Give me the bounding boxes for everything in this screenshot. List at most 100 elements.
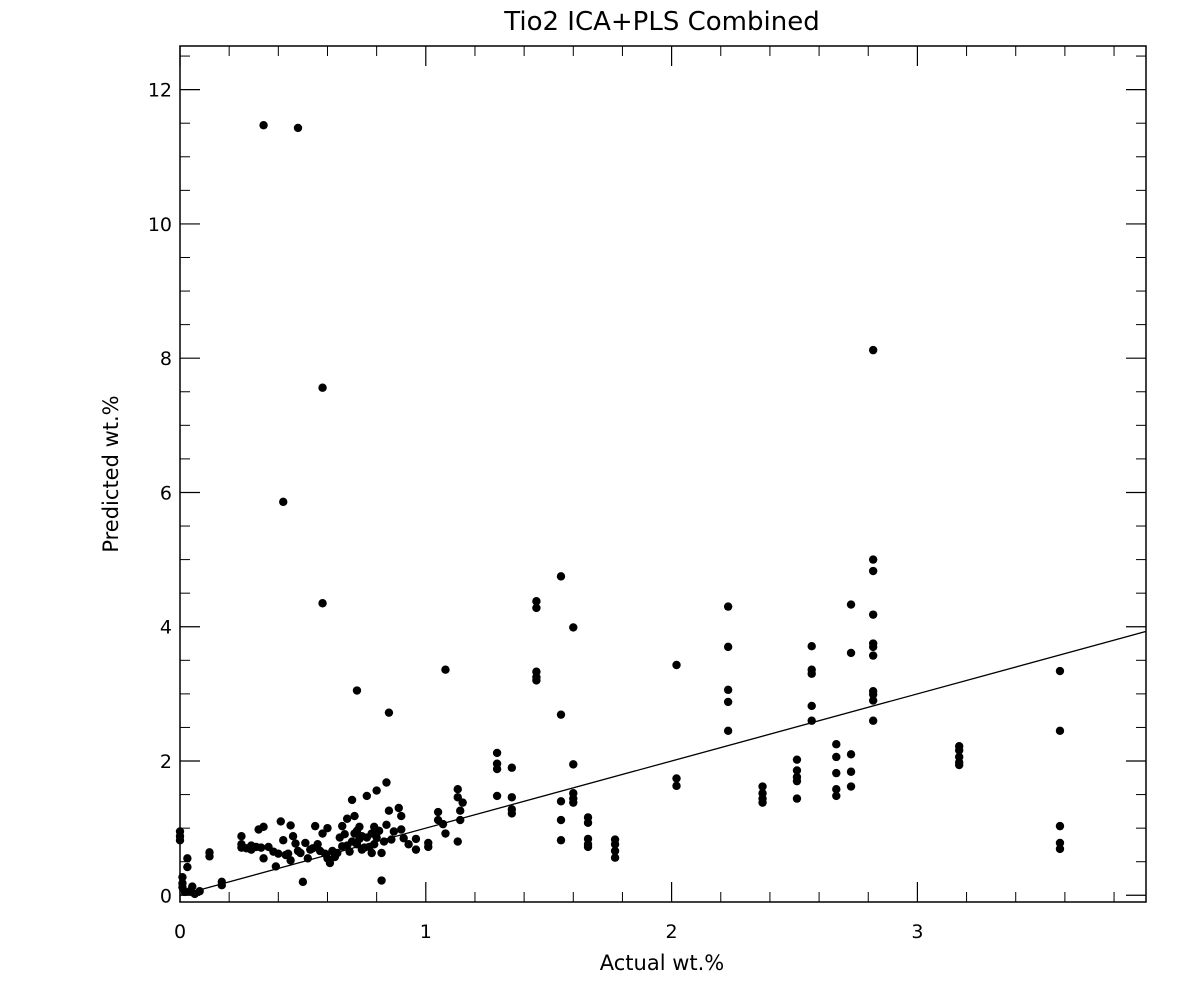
data-point xyxy=(846,600,856,609)
data-point xyxy=(441,829,450,838)
y-tick-label: 4 xyxy=(160,617,172,639)
data-point xyxy=(397,811,406,821)
data-point xyxy=(583,842,593,852)
data-point xyxy=(382,820,391,829)
data-point xyxy=(792,755,802,764)
data-point xyxy=(569,798,578,807)
data-point xyxy=(325,858,335,868)
data-point xyxy=(411,845,421,854)
data-point xyxy=(301,838,310,848)
chart-title: Tio2 ICA+PLS Combined xyxy=(503,7,819,37)
data-point xyxy=(183,862,192,872)
data-point xyxy=(259,121,268,130)
data-point xyxy=(507,763,517,772)
data-point xyxy=(384,708,394,717)
data-point xyxy=(610,846,620,856)
data-point xyxy=(492,791,502,801)
y-tick-label: 8 xyxy=(160,348,172,370)
data-point xyxy=(832,740,841,749)
data-point xyxy=(453,785,462,794)
data-point xyxy=(340,829,349,839)
data-point xyxy=(672,660,681,670)
data-point xyxy=(374,826,384,836)
x-tick-label: 0 xyxy=(174,921,186,943)
data-point xyxy=(556,797,566,806)
x-tick-label: 3 xyxy=(911,921,923,943)
data-point xyxy=(377,848,386,858)
data-point xyxy=(411,834,421,844)
data-point xyxy=(342,814,352,823)
data-point xyxy=(556,836,566,845)
data-point xyxy=(868,566,878,576)
x-tick-label: 2 xyxy=(666,921,678,943)
y-tick-label: 2 xyxy=(160,751,172,773)
data-point xyxy=(556,572,566,581)
data-point xyxy=(569,760,578,769)
data-point xyxy=(868,651,878,660)
data-point xyxy=(1055,838,1065,848)
data-point xyxy=(807,669,816,678)
data-point xyxy=(389,827,399,836)
data-point xyxy=(379,837,389,846)
data-point xyxy=(296,848,305,858)
data-point xyxy=(217,881,226,890)
data-point xyxy=(556,815,566,825)
data-point xyxy=(333,848,342,858)
y-tick-label: 6 xyxy=(160,482,172,504)
data-point xyxy=(832,785,841,794)
data-point xyxy=(256,843,266,852)
data-point xyxy=(846,750,856,759)
data-point xyxy=(846,648,856,658)
data-point xyxy=(1055,844,1065,854)
data-point xyxy=(279,497,288,507)
data-point xyxy=(1055,821,1065,831)
data-point xyxy=(807,701,816,711)
data-point xyxy=(259,854,268,863)
data-point xyxy=(954,760,964,770)
data-point xyxy=(318,599,327,608)
data-point xyxy=(532,676,541,685)
data-point xyxy=(453,837,462,846)
data-point xyxy=(355,822,364,832)
data-point xyxy=(293,123,303,133)
data-point xyxy=(507,809,517,818)
data-point xyxy=(610,840,620,849)
data-point xyxy=(846,767,856,776)
data-point xyxy=(610,853,620,862)
data-point xyxy=(372,786,381,795)
data-point xyxy=(868,345,878,355)
data-point xyxy=(456,806,465,815)
data-point xyxy=(313,840,322,849)
data-point xyxy=(384,806,394,815)
data-point xyxy=(954,746,964,755)
data-point xyxy=(672,774,681,783)
data-point xyxy=(453,793,462,802)
data-point xyxy=(283,849,293,858)
data-point xyxy=(441,665,450,674)
data-point xyxy=(338,821,347,831)
data-point xyxy=(205,852,214,861)
data-point xyxy=(397,825,406,834)
data-points-layer xyxy=(175,121,1065,899)
data-point xyxy=(347,795,357,805)
data-point xyxy=(868,716,878,725)
data-point xyxy=(792,776,802,786)
data-point xyxy=(310,821,320,831)
data-point xyxy=(868,610,878,619)
data-point xyxy=(350,811,359,821)
data-point xyxy=(456,815,465,825)
data-point xyxy=(259,822,268,832)
data-point xyxy=(372,833,381,842)
data-point xyxy=(286,856,295,865)
data-point xyxy=(723,685,733,695)
data-point xyxy=(868,555,878,564)
data-point xyxy=(832,791,841,801)
data-point xyxy=(868,642,878,652)
data-point xyxy=(868,690,878,699)
data-point xyxy=(723,726,733,735)
data-point xyxy=(807,716,816,725)
data-point xyxy=(188,882,197,891)
data-point xyxy=(492,764,502,774)
